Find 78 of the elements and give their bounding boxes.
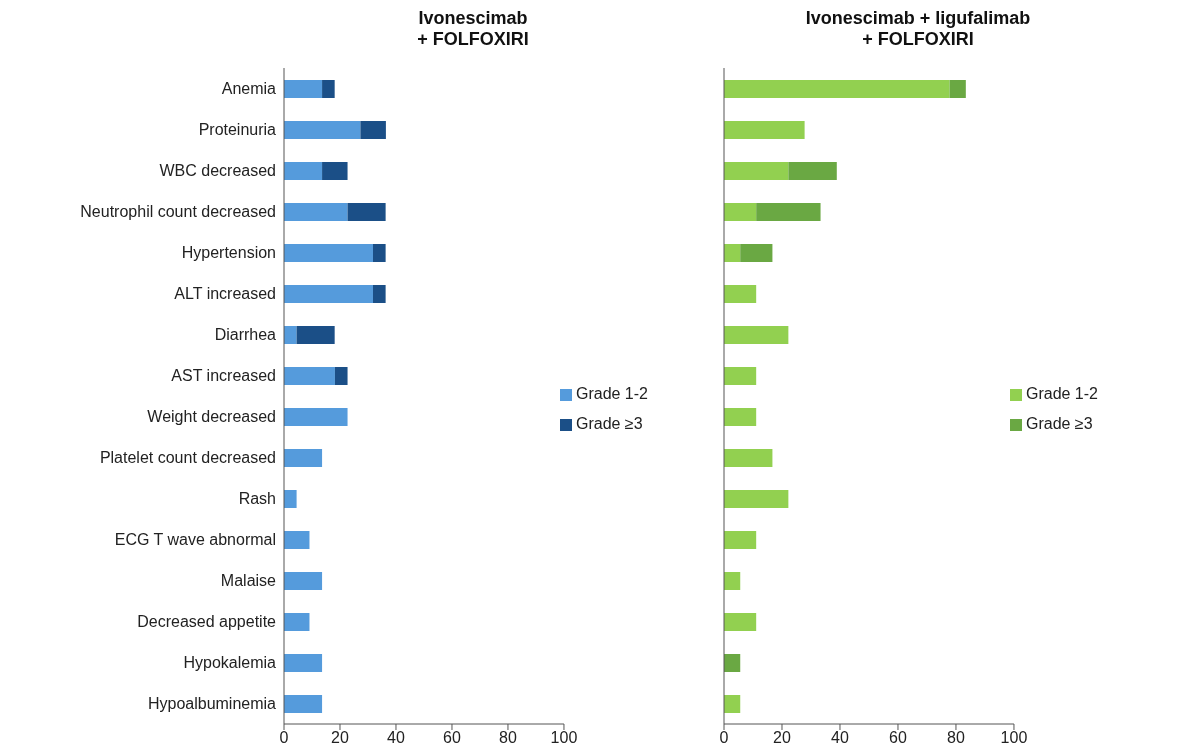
bar xyxy=(949,80,966,98)
y-tick-label: ALT increased xyxy=(174,285,276,303)
bar xyxy=(740,244,773,262)
y-tick-label: Diarrhea xyxy=(214,326,277,344)
y-tick-label: Neutrophil count decreased xyxy=(80,203,276,221)
x-tick-label: 80 xyxy=(499,729,517,747)
y-tick-label: Decreased appetite xyxy=(137,613,277,631)
bar xyxy=(373,285,386,303)
y-tick-label: Hypoalbuminemia xyxy=(147,695,277,713)
bar xyxy=(724,408,757,426)
bar xyxy=(322,162,348,180)
bar xyxy=(724,572,741,590)
bar xyxy=(724,244,741,262)
bar xyxy=(322,80,335,98)
legend-label: Grade ≥3 xyxy=(575,415,643,432)
bar xyxy=(788,162,837,180)
bar xyxy=(284,531,310,549)
bar xyxy=(284,326,297,344)
bar xyxy=(284,285,374,303)
y-tick-label: Malaise xyxy=(220,572,277,590)
bar xyxy=(360,121,386,139)
bar xyxy=(284,203,348,221)
y-tick-label: Platelet count decreased xyxy=(99,449,276,467)
bar xyxy=(756,203,821,221)
bar xyxy=(284,695,323,713)
bar xyxy=(284,449,323,467)
x-tick-label: 20 xyxy=(773,729,791,747)
bar xyxy=(724,162,789,180)
bar xyxy=(724,449,773,467)
bar xyxy=(284,613,310,631)
y-tick-label: Hypertension xyxy=(181,244,276,262)
bar xyxy=(296,326,335,344)
bar xyxy=(724,367,757,385)
x-tick-label: 0 xyxy=(719,729,729,747)
x-tick-label: 40 xyxy=(831,729,849,747)
bar xyxy=(724,613,757,631)
chart-title: Ivonescimab + FOLFOXIRI xyxy=(416,8,530,51)
bar xyxy=(724,121,805,139)
bar xyxy=(724,695,741,713)
y-tick-label: Anemia xyxy=(221,80,277,98)
bar xyxy=(284,162,323,180)
x-tick-label: 100 xyxy=(550,729,578,747)
bar xyxy=(724,654,741,672)
bar xyxy=(284,490,297,508)
chart-title: Ivonescimab + ligufalimab + FOLFOXIRI xyxy=(804,8,1032,51)
y-tick-label: Proteinuria xyxy=(198,121,277,139)
bar xyxy=(284,572,323,590)
y-tick-label: Hypokalemia xyxy=(183,654,277,672)
x-tick-label: 100 xyxy=(1000,729,1028,747)
legend-label: Grade ≥3 xyxy=(1025,415,1093,432)
y-tick-label: AST increased xyxy=(171,367,276,385)
bar xyxy=(284,244,374,262)
bar xyxy=(724,203,757,221)
bar xyxy=(724,490,789,508)
bar xyxy=(284,80,323,98)
bar xyxy=(334,367,348,385)
bar xyxy=(284,367,335,385)
legend-label: Grade 1-2 xyxy=(1025,385,1098,402)
x-tick-label: 40 xyxy=(387,729,405,747)
legend-label: Grade 1-2 xyxy=(575,385,648,402)
bar xyxy=(724,531,757,549)
bar xyxy=(347,203,386,221)
bar xyxy=(373,244,386,262)
bar xyxy=(724,326,789,344)
y-tick-label: Weight decreased xyxy=(147,408,276,426)
y-tick-label: WBC decreased xyxy=(159,162,276,180)
x-tick-label: 60 xyxy=(889,729,907,747)
x-tick-label: 80 xyxy=(947,729,965,747)
bar xyxy=(284,121,361,139)
x-tick-label: 20 xyxy=(331,729,349,747)
y-tick-label: Rash xyxy=(238,490,276,508)
bar xyxy=(284,654,323,672)
bar xyxy=(724,285,757,303)
y-tick-label: ECG T wave abnormal xyxy=(114,531,276,549)
x-tick-label: 0 xyxy=(279,729,289,747)
bar xyxy=(284,408,348,426)
x-tick-label: 60 xyxy=(443,729,461,747)
bar xyxy=(724,80,950,98)
